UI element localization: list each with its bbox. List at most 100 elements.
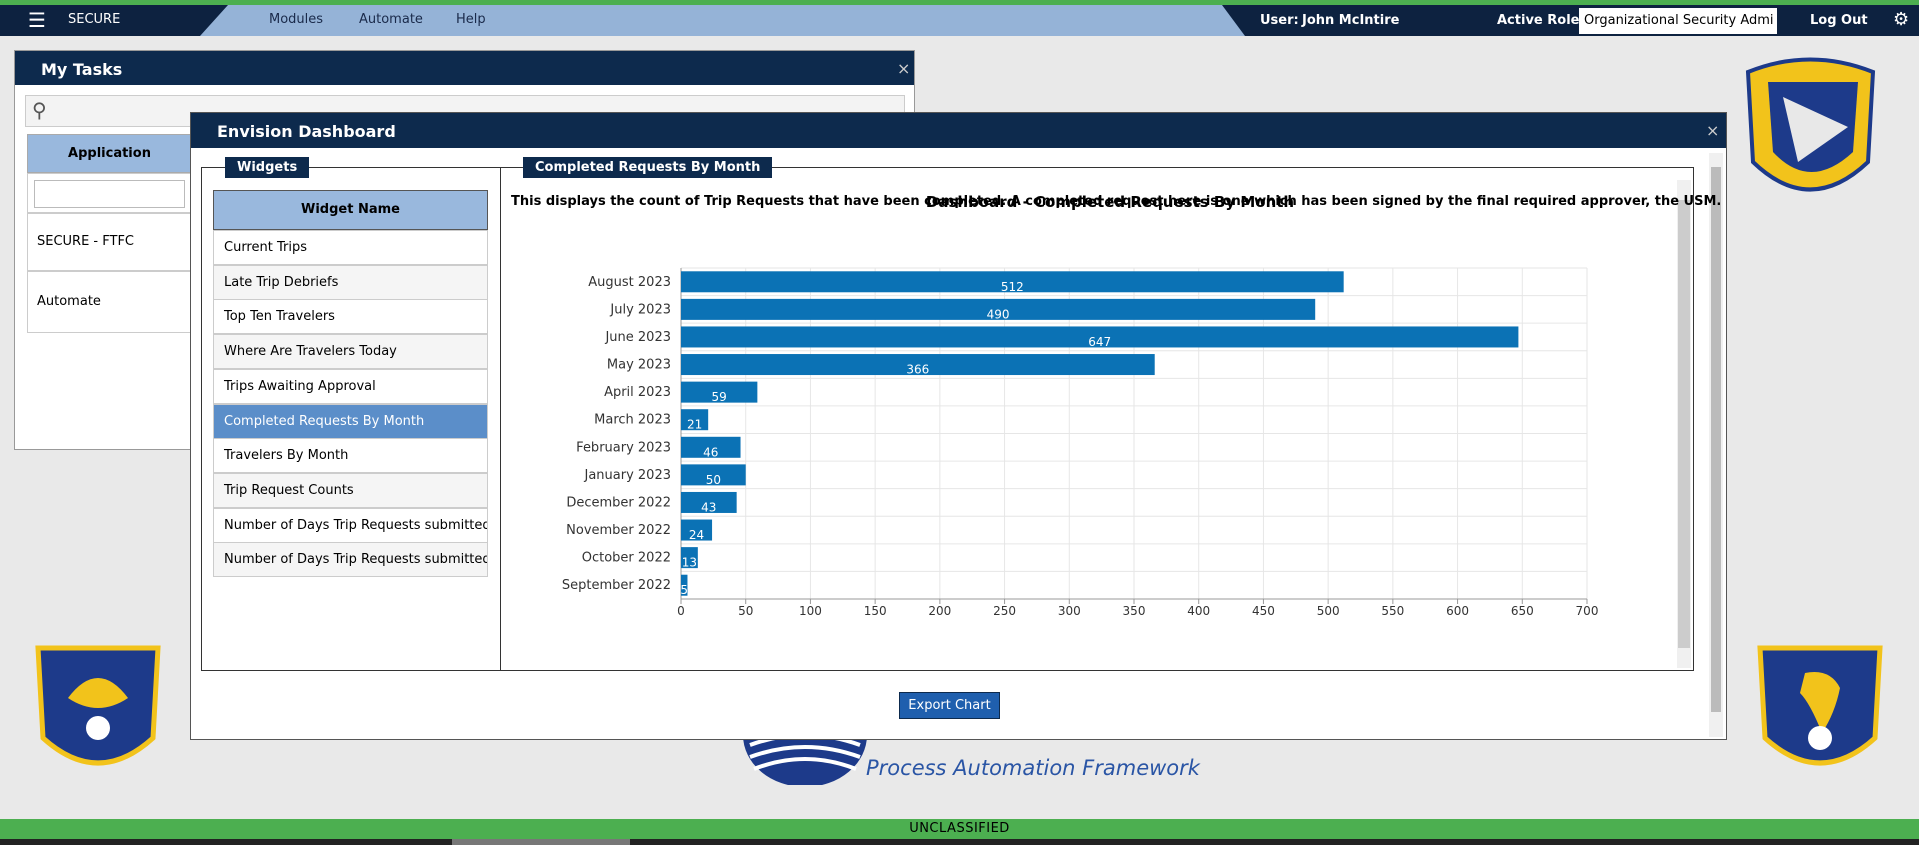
y-tick-label: August 2023 (588, 275, 671, 290)
x-tick-label: 450 (1252, 604, 1275, 618)
widget-item[interactable]: Number of Days Trip Requests submitted b… (213, 507, 488, 543)
bar (681, 519, 713, 541)
x-tick-label: 700 (1576, 604, 1599, 618)
bar (681, 298, 1316, 320)
x-tick-label: 600 (1446, 604, 1469, 618)
top-stripe (0, 0, 1919, 5)
settings-icon[interactable]: ⚙ (1893, 9, 1910, 30)
y-tick-label: November 2022 (566, 523, 671, 538)
classification-banner: UNCLASSIFIED (0, 819, 1919, 839)
widget-item[interactable]: Trips Awaiting Approval (213, 368, 488, 404)
scrollbar[interactable] (1709, 153, 1723, 737)
y-tick-label: April 2023 (604, 385, 671, 400)
task-row[interactable]: Automate (27, 271, 192, 333)
nav-item[interactable]: Modules (269, 12, 324, 27)
x-tick-label: 100 (799, 604, 822, 618)
widget-item[interactable]: Number of Days Trip Requests submitted a… (213, 542, 488, 578)
scroll-thumb[interactable] (1678, 200, 1690, 648)
widget-item[interactable]: Travelers By Month (213, 438, 488, 474)
bar (681, 574, 688, 596)
widget-item[interactable]: Completed Requests By Month (213, 403, 488, 439)
filter-cell (27, 173, 192, 213)
export-button[interactable]: Export Chart (899, 692, 1000, 719)
bar (681, 491, 737, 513)
widget-item[interactable]: Late Trip Debriefs (213, 264, 488, 300)
widget-item[interactable]: Trip Request Counts (213, 472, 488, 508)
widget-header: Widget Name (213, 190, 488, 230)
bar (681, 436, 741, 458)
bar (681, 271, 1344, 293)
bar (681, 354, 1155, 376)
task-row[interactable]: SECURE - FTFC (27, 213, 192, 271)
y-tick-label: May 2023 (607, 358, 671, 373)
value-label: 43 (701, 500, 716, 514)
app-name: SECURE (68, 12, 121, 27)
x-tick-label: 50 (738, 604, 753, 618)
chart-title: Dashboard - Completed Requests By Month (926, 193, 1294, 211)
y-tick-label: December 2022 (566, 495, 671, 510)
logo-usafricom (1757, 645, 1883, 766)
bar (681, 409, 709, 431)
inner-scrollbar[interactable] (1677, 180, 1691, 668)
close-button[interactable]: × (1706, 121, 1720, 140)
x-tick-label: 300 (1058, 604, 1081, 618)
value-label: 59 (712, 390, 727, 404)
menu-icon[interactable]: ☰ (28, 8, 46, 32)
description: This displays the count of Trip Requests… (511, 194, 1722, 209)
nav-item[interactable]: Automate (359, 12, 423, 27)
logo-afrl (1745, 57, 1876, 192)
y-tick-label: March 2023 (594, 413, 671, 428)
logo-tagline: Process Automation Framework (866, 756, 1200, 780)
x-tick-label: 0 (677, 604, 685, 618)
close-button[interactable]: × (897, 59, 911, 78)
value-label: 24 (689, 528, 704, 542)
value-label: 21 (687, 418, 702, 432)
x-tick-label: 650 (1511, 604, 1534, 618)
y-tick-label: June 2023 (604, 330, 671, 345)
value-label: 50 (706, 473, 721, 487)
search-icon: ⚲ (32, 98, 47, 122)
value-label: 5 (680, 583, 688, 597)
chart: Dashboard - Completed Requests By Month 0… (562, 193, 1599, 618)
role-value: Organizational Security Admi (1584, 13, 1774, 28)
nav-item[interactable]: Help (456, 12, 486, 27)
value-label: 647 (1088, 335, 1111, 349)
y-tick-label: October 2022 (582, 551, 671, 566)
value-label: 512 (1001, 280, 1024, 294)
y-tick-label: February 2023 (576, 440, 671, 455)
y-tick-label: July 2023 (609, 302, 671, 317)
user-name: John McIntire (1302, 13, 1400, 28)
x-tick-label: 400 (1187, 604, 1210, 618)
bottom-bar (0, 839, 1919, 845)
taskbar-item (452, 839, 630, 845)
user-label: User: (1260, 13, 1299, 28)
value-label: 490 (987, 307, 1010, 321)
y-tick-label: January 2023 (584, 468, 672, 483)
widgets-tab: Widgets (225, 157, 310, 178)
chart-panel (500, 167, 1694, 671)
bar (681, 326, 1519, 348)
role-label: Active Role: (1497, 13, 1585, 28)
widget-item[interactable]: Current Trips (213, 230, 488, 265)
role-select[interactable]: Organizational Security Admi (1579, 8, 1777, 34)
value-label: 366 (906, 363, 929, 377)
filter-input[interactable] (34, 180, 185, 208)
bar (681, 547, 698, 569)
y-tick-label: September 2022 (562, 578, 671, 593)
scroll-thumb[interactable] (1711, 167, 1721, 712)
x-tick-label: 250 (993, 604, 1016, 618)
bar (681, 464, 746, 486)
column-header: Application (27, 134, 192, 173)
panel-tab: Completed Requests By Month (523, 157, 773, 178)
x-tick-label: 150 (864, 604, 887, 618)
widget-item[interactable]: Where Are Travelers Today (213, 334, 488, 370)
logout[interactable]: Log Out (1810, 13, 1868, 28)
dashboard-title: Envision Dashboard (191, 113, 1726, 148)
x-tick-label: 550 (1381, 604, 1404, 618)
nav-shape (200, 5, 1245, 36)
value-label: 13 (682, 556, 697, 570)
bar (681, 381, 758, 403)
tasks-title: My Tasks (15, 51, 914, 85)
widget-item[interactable]: Top Ten Travelers (213, 299, 488, 335)
